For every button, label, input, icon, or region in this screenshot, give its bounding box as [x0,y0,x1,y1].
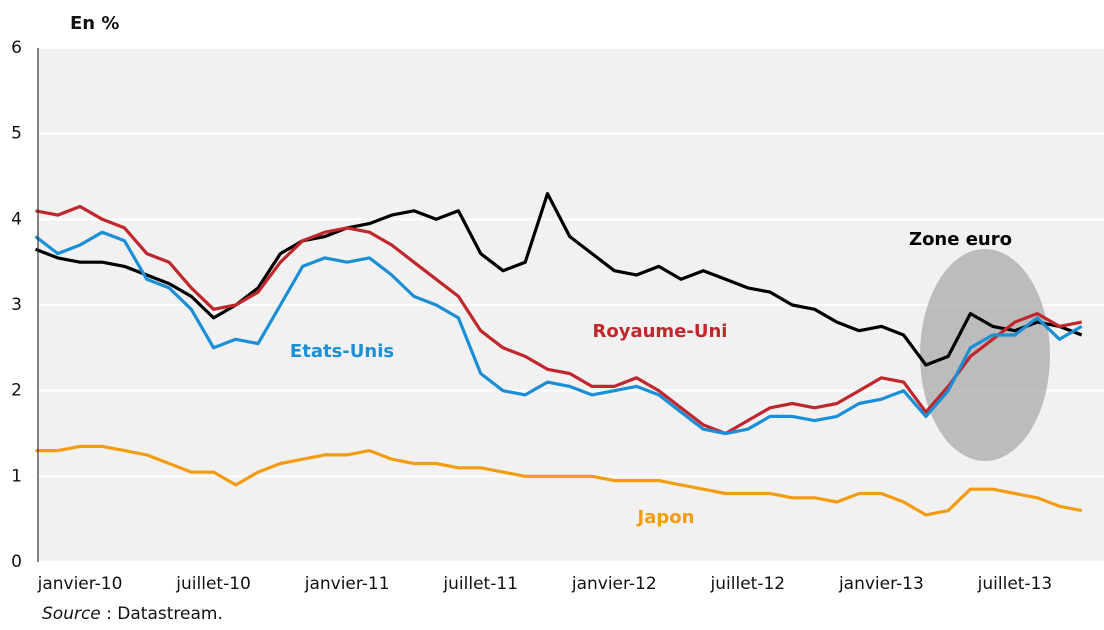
x-tick-label: janvier-10 [37,574,123,594]
y-tick-label: 1 [11,466,22,486]
series-label: Japon [636,507,695,528]
axis-labels: 0 1 2 3 4 5 6 janvier-10 juillet-10 janvier-11 jui… [11,38,1052,594]
x-tick-label: juillet-12 [710,574,786,594]
series-line [34,230,1083,436]
x-tick-label: janvier-13 [838,574,924,594]
series-line [34,192,1083,367]
y-tick-label: 0 [11,552,22,572]
source-text: : Datastream. [101,604,223,624]
series-line [35,204,1083,436]
series-label: Royaume-Uni [593,321,728,342]
source-label: Source [42,604,101,624]
y-tick-label: 5 [11,124,22,144]
series-label: Etats-Unis [290,341,394,362]
y-tick-label: 4 [11,209,22,229]
x-tick-label: juillet-13 [977,574,1053,594]
x-tick-label: janvier-12 [571,574,657,594]
y-tick-label: 3 [11,295,22,315]
x-tick-label: juillet-11 [442,574,518,594]
series-line [35,444,1083,517]
y-tick-label: 6 [11,38,22,58]
series-label: Zone euro [909,229,1012,250]
y-axis-label: En % [70,13,119,34]
source: Source : Datastream. [42,604,223,624]
y-tick-label: 2 [11,381,22,401]
highlight-ellipse [920,249,1050,461]
lines [34,192,1083,517]
x-tick-label: janvier-11 [304,574,390,594]
x-tick-label: juillet-10 [175,574,251,594]
